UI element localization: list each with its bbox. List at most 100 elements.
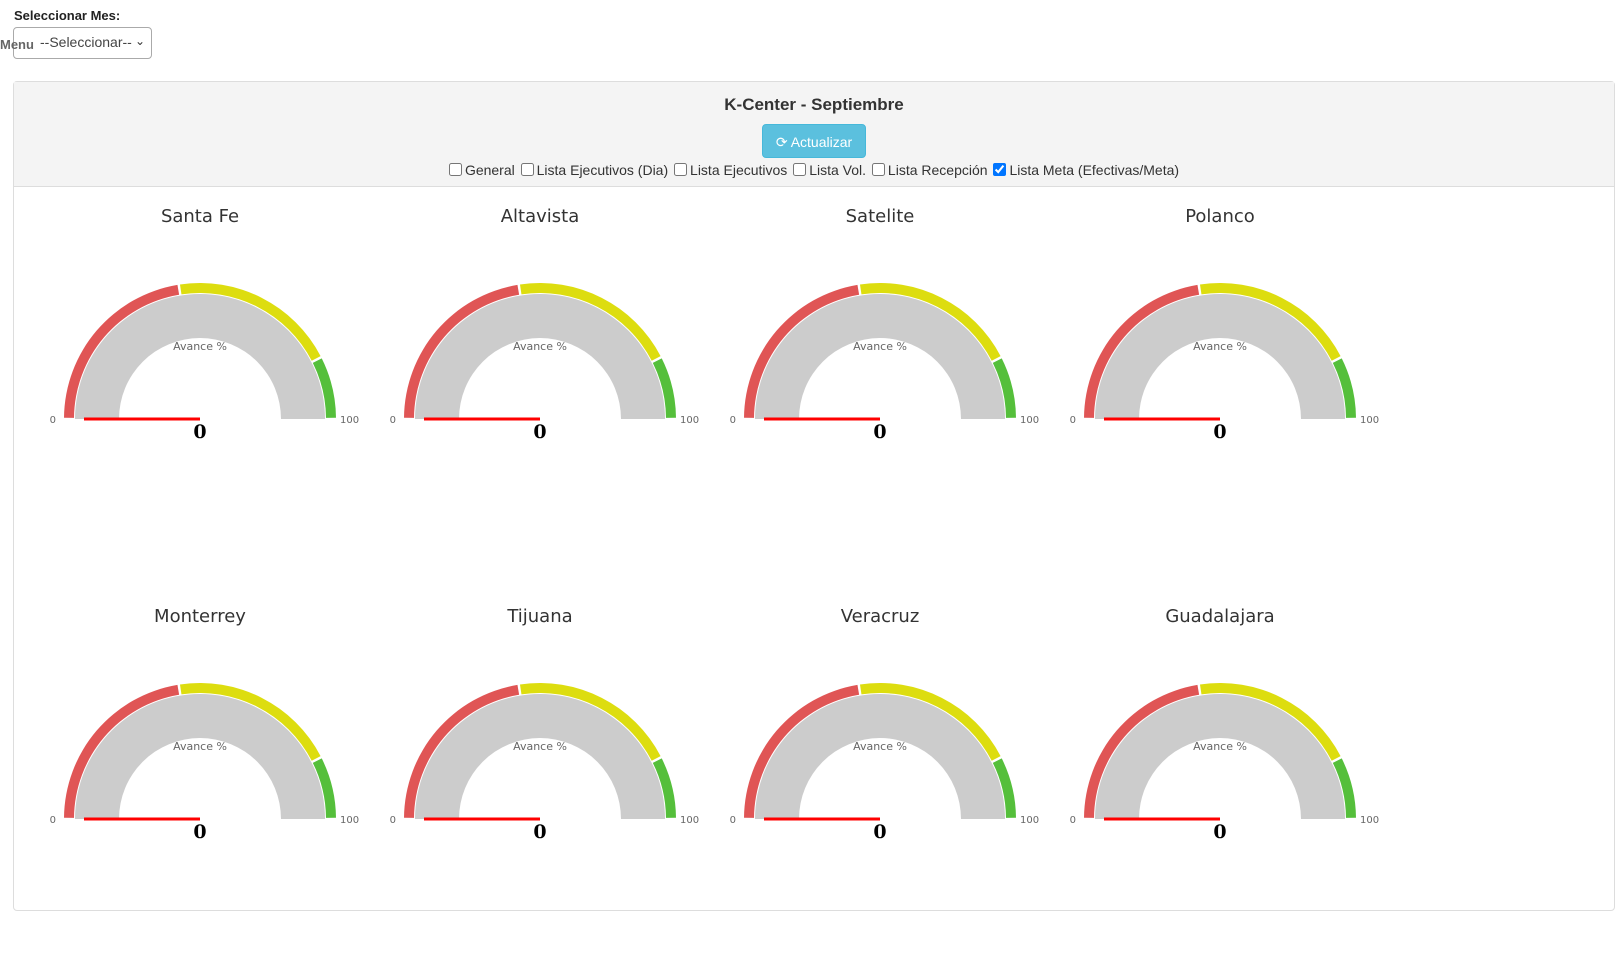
gauge-card: Avance % 0 100 0 Monterrey [30,586,370,976]
panel-header: K-Center - Septiembre ⟳ Actualizar Gener… [14,82,1614,187]
page-title: K-Center - Septiembre [724,95,904,114]
checkbox[interactable] [871,163,885,176]
gauge-band [404,684,520,818]
gauge-chart: Avance % 0 100 0 [730,283,1039,443]
checkbox[interactable] [993,163,1007,176]
gauge-card: Avance % 0 100 0 Santa Fe [30,186,370,576]
gauge-min-label: 0 [390,415,396,426]
gauge-chart: Avance % 0 100 0 [390,683,699,843]
gauge-value: 0 [873,421,886,443]
gauge-pane [755,294,1005,419]
refresh-button[interactable]: ⟳ Actualizar [762,124,866,158]
gauge-card: Avance % 0 100 0 Altavista [370,186,710,576]
option-checkbox[interactable]: Lista Vol. [793,162,866,178]
gauge-band [519,683,661,761]
menu-toggle[interactable]: Menu [0,37,34,52]
gauge-band [744,284,860,418]
gauge-card: Avance % 0 100 0 Polanco [1050,186,1390,576]
month-select-value: --Seleccionar-- [40,34,132,50]
gauge-max-label: 100 [1360,415,1379,426]
gauge-value: 0 [873,821,886,843]
checkbox-label: General [464,162,515,178]
gauge-chart: Avance % 0 100 0 [1070,683,1379,843]
gauge-band [519,283,661,361]
refresh-icon: ⟳ [775,134,788,150]
gauge-max-label: 100 [1020,815,1039,826]
gauge-band [64,284,180,418]
month-selector-label: Seleccionar Mes: [14,8,121,23]
gauge-card: Avance % 0 100 0 Tijuana [370,586,710,976]
checkbox[interactable] [448,163,462,176]
gauge-band [312,358,336,418]
option-checkbox[interactable]: Lista Ejecutivos [674,162,787,178]
gauge-chart: Avance % 0 100 0 [50,283,359,443]
gauge-max-label: 100 [340,815,359,826]
checkbox-label: Lista Ejecutivos [690,162,788,178]
gauge-value: 0 [533,821,546,843]
gauge-card: Avance % 0 100 0 Satelite [710,186,1050,576]
gauge-band [652,758,676,818]
gauge-title: Satelite [845,206,915,227]
gauge-min-label: 0 [730,815,736,826]
gauge-pane [75,294,325,419]
gauge-chart: Avance % 0 100 0 [390,283,699,443]
gauge-band [1332,358,1356,418]
gauge-band [404,284,520,418]
gauge-band [992,358,1016,418]
gauge-title: Veracruz [840,606,920,627]
checkbox[interactable] [793,163,807,176]
list-options: General Lista Ejecutivos (Dia) Lista Eje… [14,162,1614,178]
gauge-band [1084,684,1200,818]
gauge-min-label: 0 [50,415,56,426]
gauge-title: Polanco [1185,206,1255,227]
gauge-pane-label: Avance % [173,740,227,753]
option-checkbox[interactable]: General [448,162,515,178]
gauge-max-label: 100 [680,815,699,826]
gauge-pane [75,694,325,819]
gauge-chart: Avance % 0 100 0 [50,683,359,843]
option-checkbox[interactable]: Lista Recepción [871,162,988,178]
month-select[interactable]: --Seleccionar-- ⌄ [13,27,152,59]
gauge-pane [415,294,665,419]
gauge-value: 0 [533,421,546,443]
gauge-title: Tijuana [507,606,573,627]
gauge-pane-label: Avance % [853,740,907,753]
gauge-band [179,283,321,361]
gauge-pane-label: Avance % [1193,340,1247,353]
gauge-band [64,684,180,818]
gauge-pane [755,694,1005,819]
gauge-band [859,283,1001,361]
gauge-max-label: 100 [340,415,359,426]
option-checkbox[interactable]: Lista Ejecutivos (Dia) [520,162,669,178]
gauge-pane [1095,694,1345,819]
chevron-down-icon: ⌄ [134,34,145,48]
gauge-pane-label: Avance % [173,340,227,353]
checkbox[interactable] [674,163,688,176]
gauge-min-label: 0 [1070,815,1076,826]
gauge-min-label: 0 [50,815,56,826]
gauge-max-label: 100 [1020,415,1039,426]
checkbox-label: Lista Recepción [887,162,988,178]
gauge-value: 0 [193,421,206,443]
gauge-pane [1095,294,1345,419]
option-checkbox[interactable]: Lista Meta (Efectivas/Meta) [993,162,1179,178]
gauge-band [1199,283,1341,361]
gauge-value: 0 [1213,821,1226,843]
gauge-chart: Avance % 0 100 0 [1070,283,1379,443]
gauge-value: 0 [1213,421,1226,443]
gauge-title: Santa Fe [160,206,240,227]
checkbox-label: Lista Ejecutivos (Dia) [536,162,669,178]
dashboard-panel: K-Center - Septiembre ⟳ Actualizar Gener… [13,81,1615,911]
gauge-pane [415,694,665,819]
checkbox-label: Lista Meta (Efectivas/Meta) [1009,162,1180,178]
gauge-chart: Avance % 0 100 0 [730,683,1039,843]
gauge-min-label: 0 [1070,415,1076,426]
gauge-min-label: 0 [730,415,736,426]
gauge-min-label: 0 [390,815,396,826]
gauge-card: Avance % 0 100 0 Veracruz [710,586,1050,976]
gauge-band [744,684,860,818]
checkbox-label: Lista Vol. [809,162,867,178]
checkbox[interactable] [520,163,534,176]
gauge-title: Altavista [500,206,580,227]
refresh-button-label: Actualizar [790,134,853,150]
